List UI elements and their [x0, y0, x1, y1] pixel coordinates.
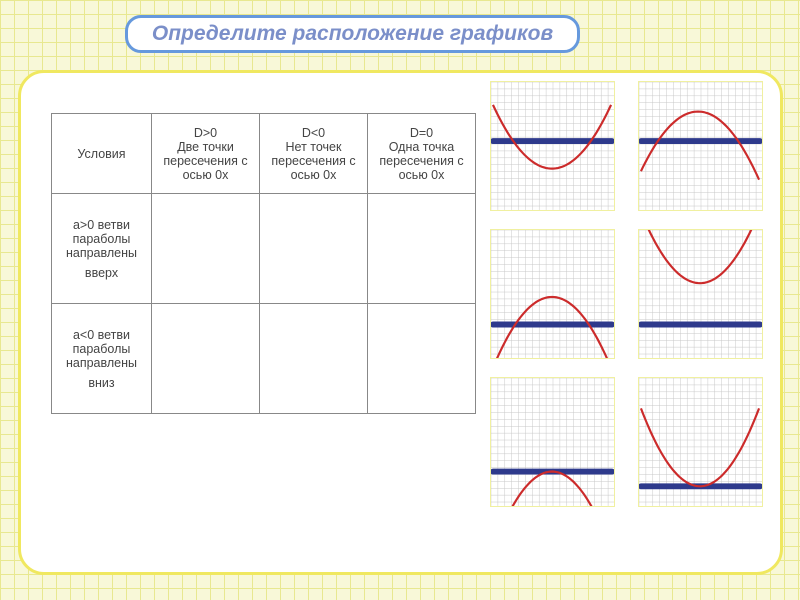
- conditions-table: Условия D>0 Две точки пересечения с осью…: [51, 113, 476, 414]
- page-title: Определите расположение графиков: [152, 22, 553, 45]
- graph-opens-down-two-intersections[interactable]: [638, 81, 763, 211]
- row-a-pos-l2: вверх: [56, 266, 147, 280]
- graph-opens-up-two-intersections[interactable]: [490, 81, 615, 211]
- th-d-pos-l1: D>0: [156, 126, 255, 140]
- th-d-zero: D=0 Одна точка пересечения с осью 0х: [368, 114, 476, 194]
- cell-aneg-dneg[interactable]: [260, 304, 368, 414]
- row-a-neg-l2: вниз: [56, 376, 147, 390]
- th-d-pos: D>0 Две точки пересечения с осью 0х: [152, 114, 260, 194]
- row-a-neg-l1: а<0 ветви параболы направлены: [56, 328, 147, 370]
- cell-aneg-dzero[interactable]: [368, 304, 476, 414]
- graph-grid: [490, 81, 770, 507]
- title-bar: Определите расположение графиков: [125, 15, 580, 53]
- graph-opens-down-one-intersection[interactable]: [490, 377, 615, 507]
- th-d-pos-l2: Две точки пересечения с осью 0х: [156, 140, 255, 182]
- row-a-pos: а>0 ветви параболы направлены вверх: [52, 194, 152, 304]
- cell-apos-dneg[interactable]: [260, 194, 368, 304]
- th-d-neg-l1: D<0: [264, 126, 363, 140]
- row-a-neg: а<0 ветви параболы направлены вниз: [52, 304, 152, 414]
- row-a-pos-l1: а>0 ветви параболы направлены: [56, 218, 147, 260]
- graph-opens-up-one-intersection[interactable]: [638, 377, 763, 507]
- th-d-zero-l1: D=0: [372, 126, 471, 140]
- th-conditions: Условия: [52, 114, 152, 194]
- cell-aneg-dpos[interactable]: [152, 304, 260, 414]
- graph-opens-up-no-intersection[interactable]: [638, 229, 763, 359]
- th-d-neg: D<0 Нет точек пересечения с осью 0х: [260, 114, 368, 194]
- cell-apos-dzero[interactable]: [368, 194, 476, 304]
- main-panel: Условия D>0 Две точки пересечения с осью…: [18, 70, 783, 575]
- th-d-neg-l2: Нет точек пересечения с осью 0х: [264, 140, 363, 182]
- th-d-zero-l2: Одна точка пересечения с осью 0х: [372, 140, 471, 182]
- graph-opens-down-no-intersection[interactable]: [490, 229, 615, 359]
- cell-apos-dpos[interactable]: [152, 194, 260, 304]
